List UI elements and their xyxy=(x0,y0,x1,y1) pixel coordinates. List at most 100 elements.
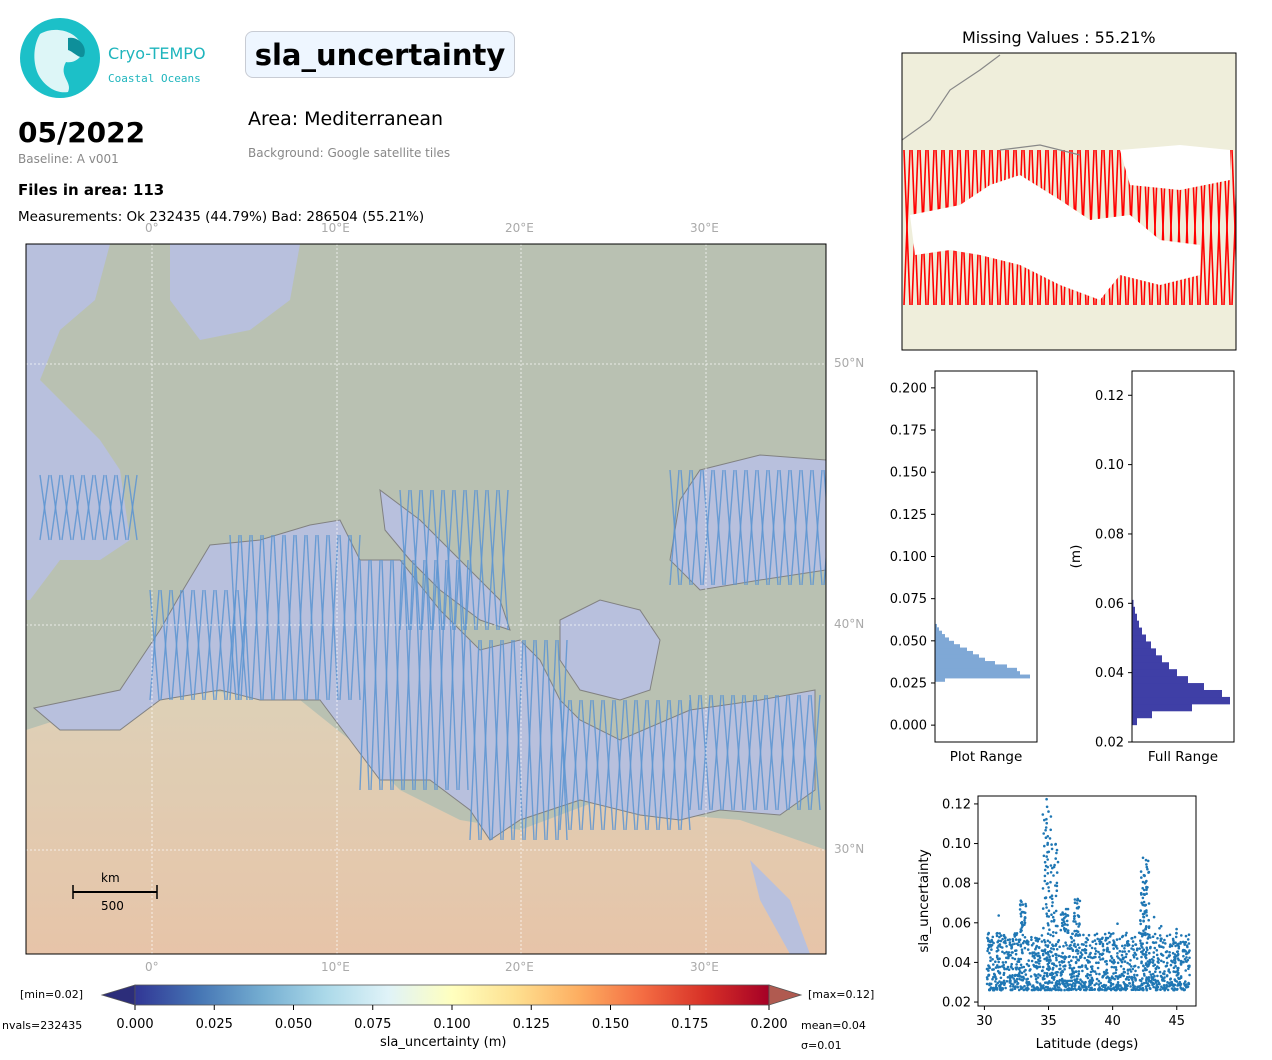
scatter-point xyxy=(1027,987,1030,991)
scatter-point xyxy=(1058,963,1062,967)
scatter-point xyxy=(1179,940,1182,944)
scatter-point xyxy=(1121,944,1124,948)
scatter-point xyxy=(1149,979,1152,983)
scatter-point xyxy=(1134,977,1137,980)
scatter-point xyxy=(1018,908,1022,911)
scatter-point xyxy=(1068,987,1071,990)
histogram-xlabel: Full Range xyxy=(1148,749,1218,765)
scatter-point xyxy=(1060,921,1064,925)
scatter-point xyxy=(996,964,999,967)
track-line xyxy=(535,639,546,841)
track-line xyxy=(251,534,262,701)
scatter-point xyxy=(1066,931,1070,934)
scatter-point xyxy=(1135,948,1139,952)
scatter-point xyxy=(1073,914,1076,918)
area-label: Area: Mediterranean xyxy=(248,108,444,130)
scatter-point xyxy=(1144,858,1148,862)
scatter-point xyxy=(1081,948,1084,952)
scatter-point xyxy=(1055,881,1059,885)
scatter-point xyxy=(1134,943,1138,946)
scatter-point xyxy=(1023,936,1027,939)
track-line xyxy=(403,559,414,791)
scatter-point xyxy=(1031,952,1034,955)
scatter-point xyxy=(1077,915,1081,919)
track-line xyxy=(425,559,436,791)
scatter-point xyxy=(1146,984,1150,987)
scatter-point xyxy=(1160,975,1163,979)
scatter-point xyxy=(1011,939,1015,943)
scatter-ytick-label: 0.12 xyxy=(942,797,971,812)
scatter-point xyxy=(1051,987,1055,990)
scatter-point xyxy=(1130,975,1134,979)
scatter-point xyxy=(1063,964,1067,967)
scatter-point xyxy=(1057,980,1061,983)
scatter-xtick-label: 30 xyxy=(976,1014,993,1029)
scatter-point xyxy=(1020,948,1024,951)
scatter-point xyxy=(1142,929,1145,932)
scatter-point xyxy=(1045,805,1049,809)
track-line xyxy=(39,474,50,541)
scatter-point xyxy=(998,932,1001,935)
scatter-point xyxy=(1036,981,1039,984)
scatter-point xyxy=(1085,937,1088,940)
scatter-point xyxy=(1046,959,1050,962)
histogram-bar xyxy=(935,671,1020,676)
scatter-point xyxy=(1130,965,1133,968)
scatter-point xyxy=(1054,894,1058,898)
scatter-point xyxy=(1043,971,1046,975)
scatter-point xyxy=(1118,937,1122,941)
scatter-point xyxy=(1166,988,1170,992)
lon-label-bottom: 10°E xyxy=(321,960,350,974)
scatter-point xyxy=(1031,988,1034,992)
scatter-point xyxy=(1046,882,1049,885)
track-line xyxy=(669,699,680,831)
scatter-point xyxy=(1120,973,1124,977)
histogram-bar xyxy=(935,647,967,652)
scatter-point xyxy=(1030,938,1033,942)
scatter-point xyxy=(1087,959,1090,963)
scatter-point xyxy=(1073,929,1076,933)
track-line xyxy=(491,639,502,841)
scatter-point xyxy=(1047,886,1050,889)
scatter-point xyxy=(1126,961,1129,965)
scatter-point xyxy=(1046,974,1049,978)
scatter-point xyxy=(1061,981,1064,985)
scatter-point xyxy=(1049,880,1052,884)
scatter-point xyxy=(1170,983,1174,987)
scatter-point xyxy=(990,986,994,990)
scatter-point xyxy=(1015,932,1019,935)
scatter-point xyxy=(1117,984,1120,987)
scatter-point xyxy=(1177,958,1180,962)
scatter-point xyxy=(987,969,990,972)
scatter-point xyxy=(999,945,1002,949)
scatter-point xyxy=(1033,986,1036,989)
track-line xyxy=(790,469,801,586)
scatter-point xyxy=(1147,926,1151,929)
scatter-point xyxy=(1163,988,1166,992)
scatter-point xyxy=(1052,947,1055,951)
scatter-point xyxy=(1084,944,1088,948)
scatter-point xyxy=(991,958,994,961)
scatter-point xyxy=(986,949,989,953)
scatter-point xyxy=(1156,937,1159,940)
scatter-point xyxy=(1140,955,1143,959)
scatter-point xyxy=(1178,977,1181,981)
scatter-point xyxy=(1126,939,1130,943)
scatter-point xyxy=(1074,955,1078,959)
histogram-plot-range: 0.000 0.025 0.050 0.075 0.100 0.125 0.150 0.175… xyxy=(890,370,1038,765)
histogram-bar xyxy=(935,667,1017,672)
scatter-point xyxy=(1182,954,1185,958)
scatter-point xyxy=(1078,922,1081,925)
scatter-point xyxy=(1055,958,1058,962)
scatter-point xyxy=(1173,955,1176,959)
scatter-point xyxy=(1096,966,1100,970)
scatter-point xyxy=(1165,974,1169,977)
scatter-point xyxy=(1185,944,1189,947)
scatter-point xyxy=(1130,937,1133,940)
scatter-point xyxy=(1186,938,1190,941)
scatter-point xyxy=(1046,939,1050,943)
colorbar-tick-label: 0.175 xyxy=(671,1017,708,1032)
scatter-point xyxy=(1044,836,1048,839)
scatter-point xyxy=(1037,946,1041,950)
map-frame xyxy=(25,243,827,955)
